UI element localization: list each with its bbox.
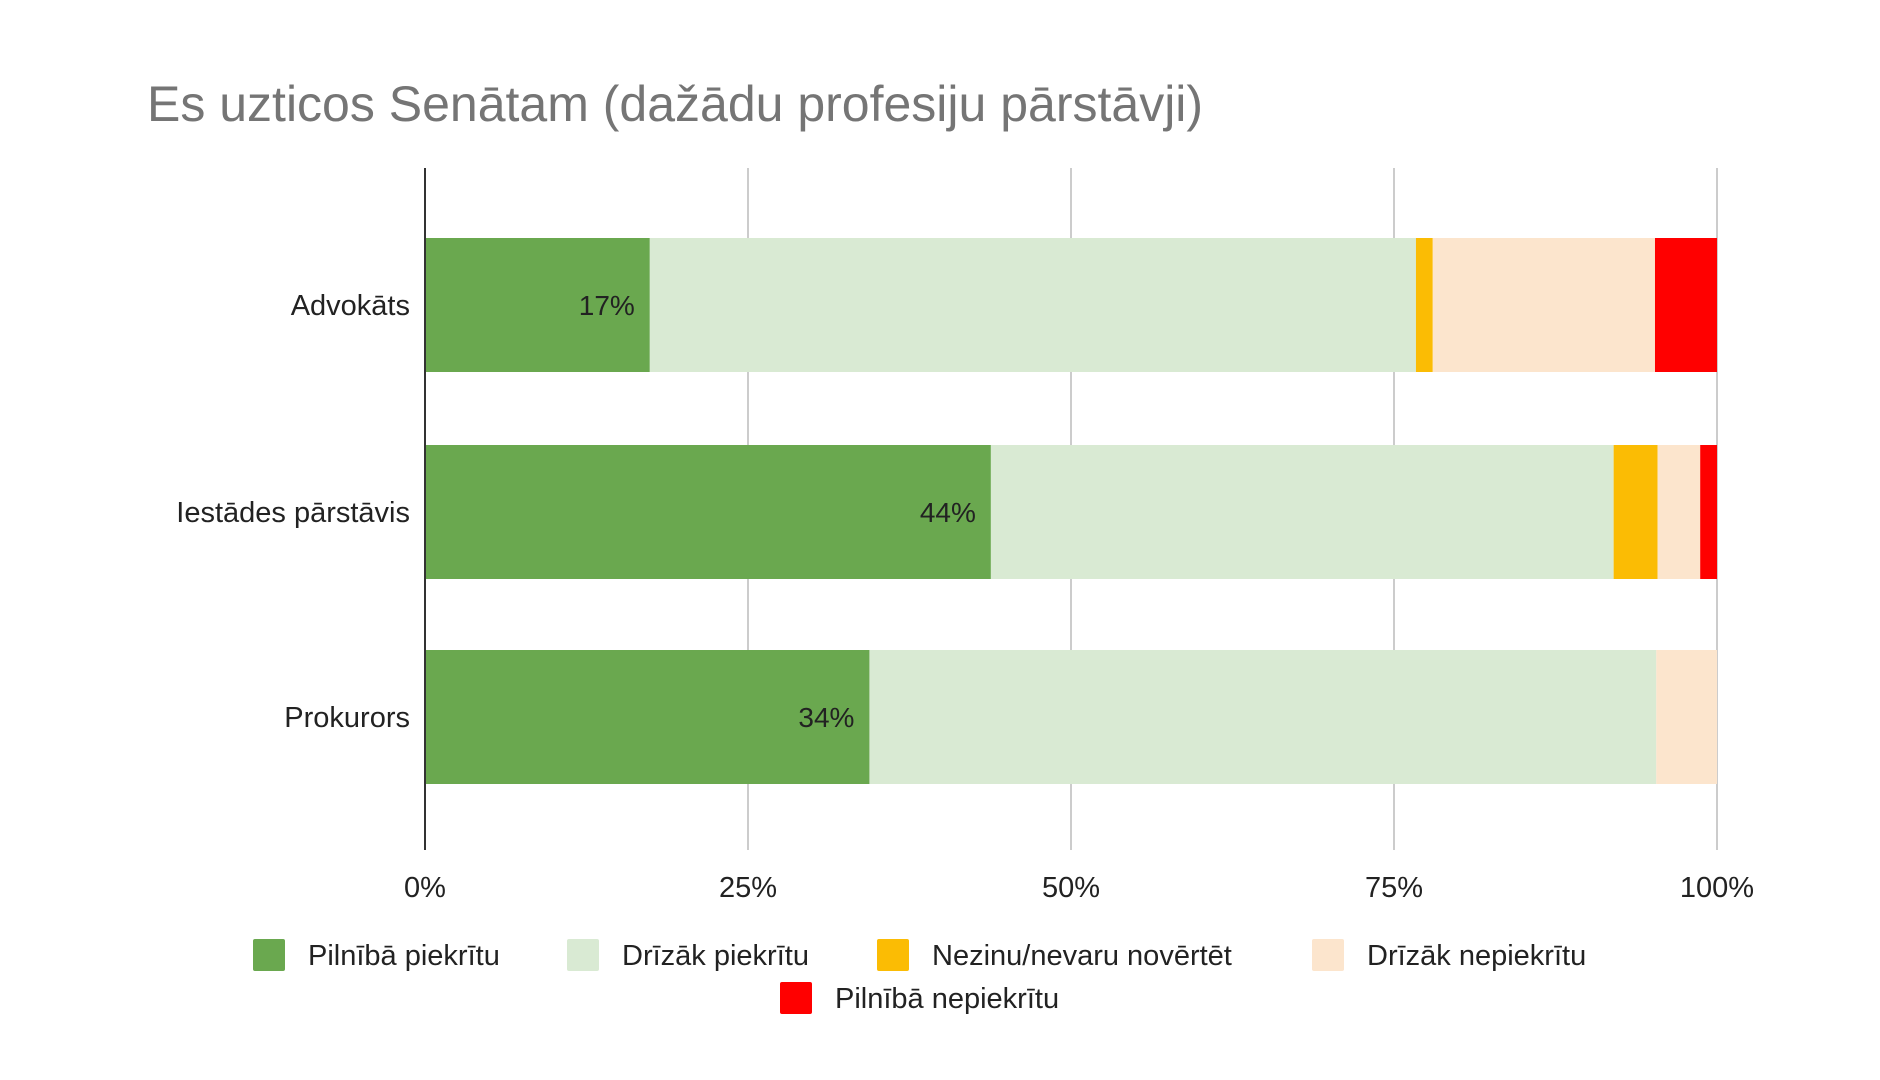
bar-segment-0-0 bbox=[425, 238, 650, 372]
legend-swatch bbox=[567, 939, 599, 971]
labels-layer: Advokāts 17% Iestādes pārstāvis 44% Prokuror… bbox=[176, 290, 976, 734]
legend-swatch bbox=[780, 982, 812, 1014]
legend-label: Drīzāk nepiekrītu bbox=[1367, 940, 1586, 972]
legend: Pilnībā piekrītu Drīzāk piekrītu Nezinu/ne… bbox=[253, 939, 1586, 1015]
data-label: 44% bbox=[920, 497, 976, 528]
bar-segment-1-0 bbox=[425, 445, 991, 579]
x-tick-label: 100% bbox=[1680, 872, 1754, 904]
bar-segment-0-1 bbox=[649, 238, 1416, 372]
data-label: 34% bbox=[798, 702, 854, 733]
bar-segment-0-3 bbox=[1432, 238, 1655, 372]
legend-swatch bbox=[253, 939, 285, 971]
legend-label: Pilnībā piekrītu bbox=[308, 940, 500, 972]
category-label: Iestādes pārstāvis bbox=[176, 497, 410, 529]
bar-segment-0-4 bbox=[1654, 238, 1717, 372]
bar-segment-2-0 bbox=[425, 650, 870, 784]
bar-segment-1-2 bbox=[1613, 445, 1658, 579]
bar-segment-2-3 bbox=[1656, 650, 1717, 784]
bar-segment-0-2 bbox=[1415, 238, 1433, 372]
bar-segment-2-1 bbox=[869, 650, 1657, 784]
bars-layer bbox=[425, 238, 1717, 784]
x-tick-label: 0% bbox=[404, 872, 446, 904]
axis-layer: 0% 25% 50% 75% 100% bbox=[404, 168, 1754, 904]
legend-label: Pilnībā nepiekrītu bbox=[835, 983, 1059, 1015]
category-label: Prokurors bbox=[284, 702, 410, 734]
category-label: Advokāts bbox=[291, 290, 410, 322]
chart-title: Es uzticos Senātam (dažādu profesiju pār… bbox=[147, 76, 1203, 132]
legend-swatch bbox=[877, 939, 909, 971]
x-tick-label: 75% bbox=[1365, 872, 1423, 904]
x-tick-label: 25% bbox=[719, 872, 777, 904]
bar-segment-1-3 bbox=[1657, 445, 1701, 579]
x-tick-label: 50% bbox=[1042, 872, 1100, 904]
data-label: 17% bbox=[579, 290, 635, 321]
bar-segment-1-4 bbox=[1700, 445, 1717, 579]
bar-segment-1-1 bbox=[990, 445, 1614, 579]
legend-label: Drīzāk piekrītu bbox=[622, 940, 809, 972]
legend-swatch bbox=[1312, 939, 1344, 971]
legend-label: Nezinu/nevaru novērtēt bbox=[932, 940, 1232, 972]
